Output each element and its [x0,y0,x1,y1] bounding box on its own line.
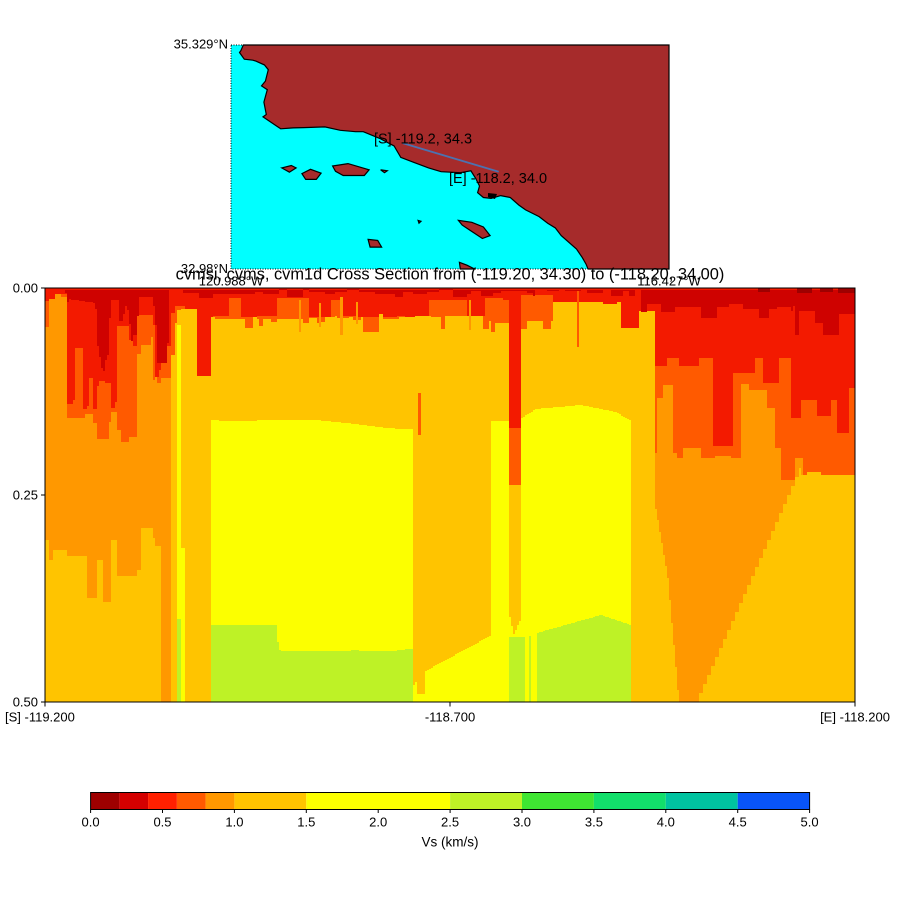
svg-text:4.5: 4.5 [729,815,747,830]
svg-text:3.0: 3.0 [513,815,531,830]
svg-text:0.00: 0.00 [13,281,38,296]
svg-text:0.5: 0.5 [153,815,171,830]
svg-text:0.50: 0.50 [13,695,38,710]
svg-text:0.25: 0.25 [13,488,38,503]
svg-text:1.0: 1.0 [225,815,243,830]
svg-text:116.427°W: 116.427°W [637,274,701,289]
svg-text:32.98°N: 32.98°N [181,261,228,276]
svg-text:2.5: 2.5 [441,815,459,830]
svg-text:Vs (km/s): Vs (km/s) [422,835,479,850]
svg-text:cvmsi, cvms, cvm1d Cross Secti: cvmsi, cvms, cvm1d Cross Section from (-… [176,266,725,284]
svg-text:120.988°W: 120.988°W [199,274,264,289]
svg-text:2.0: 2.0 [369,815,387,830]
svg-text:5.0: 5.0 [801,815,819,830]
svg-text:-118.700: -118.700 [425,710,475,725]
svg-text:4.0: 4.0 [657,815,675,830]
svg-text:35.329°N: 35.329°N [174,37,228,52]
svg-text:[E] -118.2, 34.0: [E] -118.2, 34.0 [449,171,547,187]
svg-text:[S] -119.2, 34.3: [S] -119.2, 34.3 [374,132,472,148]
svg-text:1.5: 1.5 [297,815,315,830]
svg-text:3.5: 3.5 [585,815,603,830]
svg-text:[S] -119.200: [S] -119.200 [5,710,75,725]
svg-text:[E] -118.200: [E] -118.200 [820,710,890,725]
svg-text:0.0: 0.0 [82,815,100,830]
